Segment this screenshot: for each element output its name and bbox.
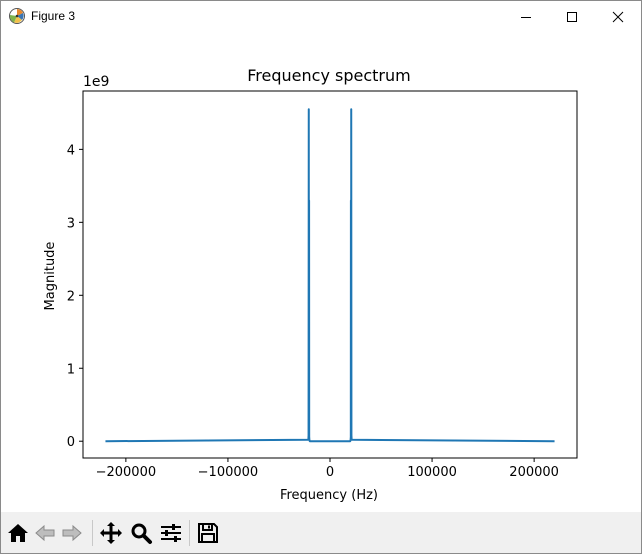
chart-title: Frequency spectrum [247,66,410,85]
toolbar-separator [92,520,93,546]
toolbar-separator [189,520,190,546]
figure-canvas[interactable]: Frequency spectrum 1e9 −200000 −100000 0 10… [1,32,641,512]
series-group [105,108,555,443]
x-tick-label: −200000 [96,465,157,480]
move-icon [100,522,122,544]
window-title: Figure 3 [31,9,76,23]
home-button[interactable] [5,520,31,546]
maximize-icon [567,11,577,22]
minimize-button[interactable] [503,1,549,32]
title-bar[interactable]: Figure 3 [1,1,641,32]
axes-frame [82,90,578,459]
x-tick-label: 0 [326,465,334,480]
home-icon [8,524,28,542]
y-tick-label: 1 [67,362,75,377]
matplotlib-icon [8,7,26,25]
y-axis-ticks: 0 1 2 3 4 [67,143,83,450]
save-button[interactable] [195,520,221,546]
x-tick-label: 100000 [407,465,457,480]
forward-arrow-icon [62,524,82,542]
y-tick-label: 3 [67,216,75,231]
frequency-spectrum-chart: Frequency spectrum 1e9 −200000 −100000 0 10… [43,66,578,503]
maximize-button[interactable] [549,1,595,32]
navigation-toolbar [1,512,641,553]
x-tick-label: −100000 [198,465,259,480]
x-axis-ticks: −200000 −100000 0 100000 200000 [96,458,559,480]
y-tick-label: 0 [67,435,75,450]
magnifier-icon [131,523,152,544]
close-button[interactable] [595,1,641,32]
pan-button[interactable] [98,520,124,546]
x-tick-label: 200000 [509,465,559,480]
forward-button[interactable] [59,520,85,546]
configure-subplots-button[interactable] [158,520,184,546]
minimize-icon [521,16,531,18]
y-tick-label: 4 [67,143,75,158]
zoom-button[interactable] [128,520,154,546]
y-axis-label: Magnitude [43,242,58,311]
close-icon [612,11,624,22]
series-line-0 [105,108,555,443]
back-button[interactable] [32,520,58,546]
y-tick-label: 2 [67,289,75,304]
sliders-icon [161,524,181,542]
y-axis-offset-text: 1e9 [83,74,109,90]
floppy-disk-icon [198,523,218,543]
x-axis-label: Frequency (Hz) [280,488,378,503]
back-arrow-icon [35,524,55,542]
